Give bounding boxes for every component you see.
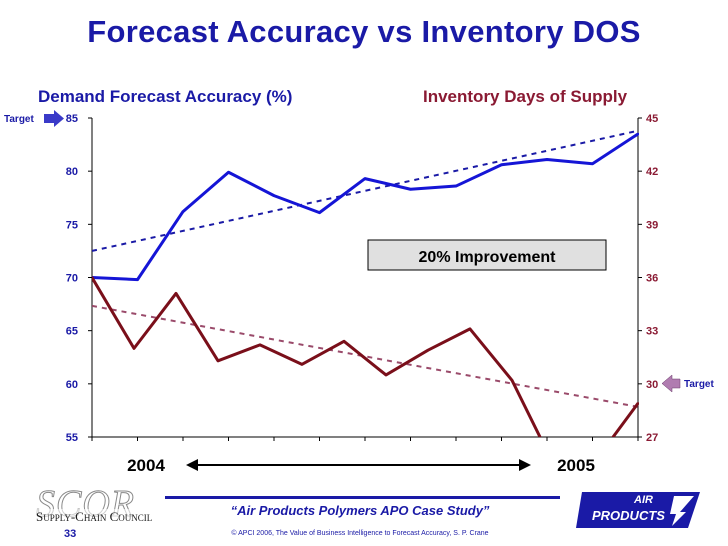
inventory-dos-point — [636, 402, 639, 405]
left-axis-title: Demand Forecast Accuracy (%) — [38, 87, 293, 106]
dos-trend-line — [92, 304, 639, 408]
forecast-accuracy-point — [409, 188, 412, 191]
copyright-notice: © APCI 2006, The Value of Business Intel… — [231, 530, 489, 537]
left-tick-label: 85 — [66, 113, 78, 125]
forecast-accuracy-point — [363, 177, 367, 180]
supply-chain-council-logo: Supply-Chain Council — [34, 509, 155, 525]
forecast-accuracy-point — [318, 211, 321, 214]
right-tick-label: 36 — [646, 273, 658, 285]
air-products-logo-icon — [576, 492, 700, 528]
air-products-logo-line1: AIR — [634, 494, 653, 506]
year-label-2005: 2005 — [557, 456, 595, 475]
forecast-accuracy-point — [227, 171, 230, 174]
period-arrow-right-icon — [519, 459, 531, 471]
footer-divider — [165, 496, 560, 499]
period-arrow-left-icon — [186, 459, 198, 471]
slide-number: 33 — [64, 528, 77, 540]
right-tick-label: 42 — [646, 166, 658, 178]
target-label-left: Target — [4, 114, 34, 125]
target-label-right: Target — [684, 379, 714, 390]
air-products-logo: AIR PRODUCTS — [576, 486, 706, 534]
inventory-dos-point — [553, 464, 555, 466]
inventory-dos-point — [384, 373, 388, 377]
forecast-accuracy-point — [454, 184, 458, 188]
forecast-accuracy-point — [500, 163, 503, 166]
inventory-dos-point — [300, 363, 304, 366]
right-axis-title: Inventory Days of Supply — [423, 87, 628, 106]
forecast-trend-line — [92, 129, 639, 252]
inventory-dos-point — [132, 347, 136, 350]
right-tick-label: 39 — [646, 219, 658, 231]
inventory-dos-point — [174, 292, 178, 295]
left-tick-label: 60 — [66, 379, 78, 391]
inventory-dos-point — [258, 343, 262, 347]
inventory-dos-point — [510, 379, 514, 382]
target-arrow-right-icon — [661, 374, 681, 393]
left-tick-label: 80 — [66, 166, 78, 178]
left-tick-label: 55 — [66, 432, 78, 444]
case-study-caption: “Air Products Polymers APO Case Study” — [230, 503, 490, 518]
inventory-dos-point — [426, 348, 430, 352]
inventory-dos-point — [595, 459, 597, 461]
left-tick-label: 75 — [66, 219, 78, 231]
left-tick-label: 70 — [66, 273, 78, 285]
left-tick-label: 65 — [66, 326, 78, 338]
right-tick-label: 33 — [646, 326, 658, 338]
slide-title: Forecast Accuracy vs Inventory DOS — [87, 14, 641, 49]
annotation-box — [367, 239, 607, 271]
air-products-logo-line2: PRODUCTS — [592, 508, 665, 523]
forecast-accuracy-point — [136, 278, 139, 281]
forecast-accuracy-point — [636, 132, 639, 136]
target-arrow-left-icon — [44, 110, 64, 127]
forecast-accuracy-point — [545, 158, 549, 161]
forecast-accuracy-point — [272, 194, 276, 197]
annotation-label: 20% Improvement — [419, 249, 557, 266]
right-tick-label: 27 — [646, 432, 658, 444]
forecast-accuracy-point — [181, 210, 185, 213]
inventory-dos-point — [216, 359, 220, 362]
forecast-vs-dos-chart: 55 60 65 70 75 80 85 27 30 33 36 39 42 45 20% Improv… — [4, 110, 714, 475]
inventory-dos-series-line — [92, 276, 639, 437]
forecast-accuracy-point — [591, 162, 594, 165]
right-tick-label: 45 — [646, 113, 658, 125]
inventory-dos-point — [92, 276, 94, 279]
inventory-dos-point — [342, 340, 346, 343]
inventory-dos-point — [468, 327, 472, 331]
right-tick-label: 30 — [646, 379, 658, 391]
year-label-2004: 2004 — [127, 456, 165, 475]
